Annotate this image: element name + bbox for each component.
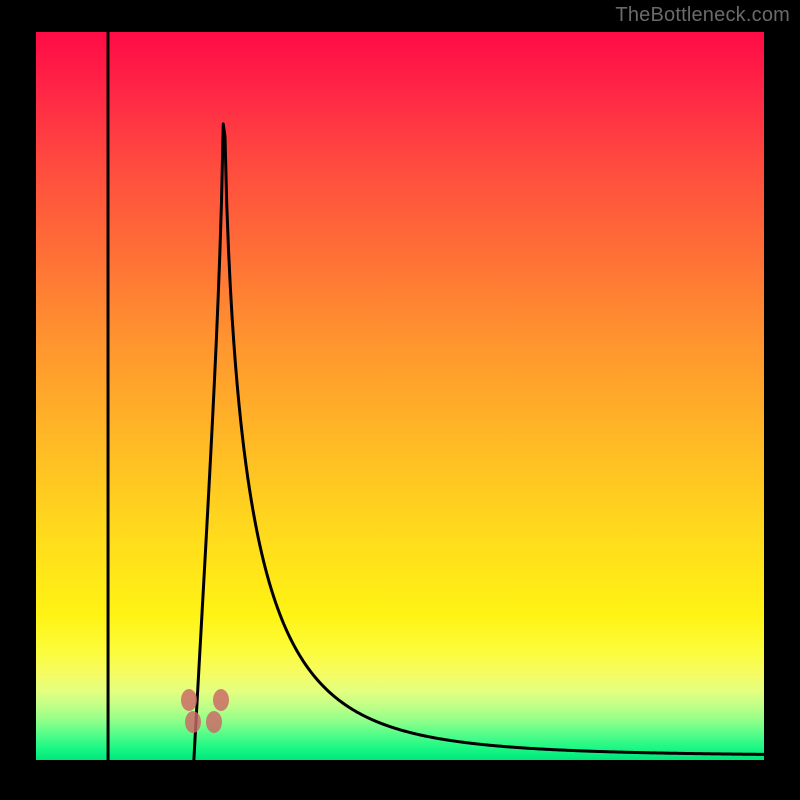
chart-container: TheBottleneck.com: [0, 0, 800, 800]
plot-area: [36, 32, 764, 760]
curve-svg: [36, 32, 764, 760]
cusp-marker-2: [206, 711, 222, 733]
bottleneck-curve: [108, 32, 764, 800]
cusp-marker-1: [185, 711, 201, 733]
cusp-marker-0: [181, 689, 197, 711]
watermark-text: TheBottleneck.com: [615, 4, 790, 27]
cusp-marker-3: [213, 689, 229, 711]
